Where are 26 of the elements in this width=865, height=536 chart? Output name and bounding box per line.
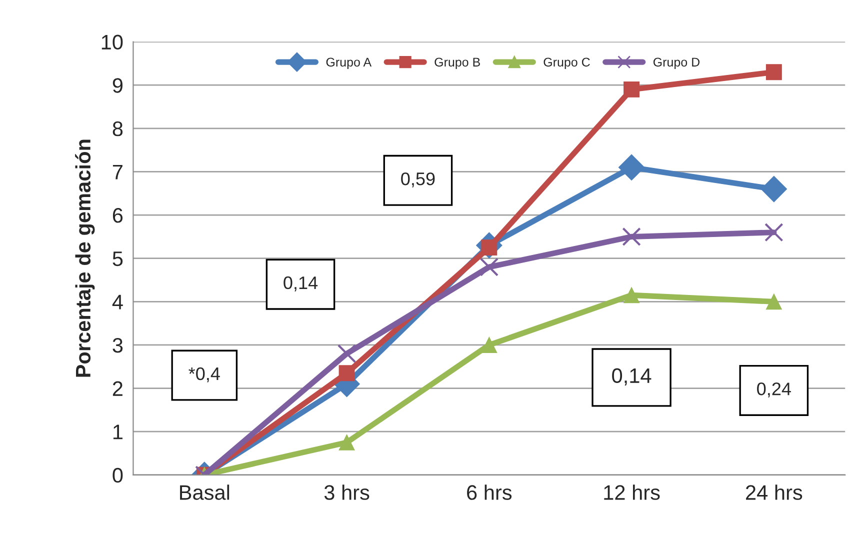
legend-label: Grupo B: [434, 58, 480, 70]
y-tick-label: 6: [112, 208, 123, 223]
x-tick-label: Basal: [180, 484, 230, 500]
x-tick-label: 6 hrs: [467, 484, 512, 500]
legend-label: Grupo D: [653, 58, 700, 70]
annotation: 0,59: [401, 172, 435, 188]
y-tick-label: 5: [112, 252, 123, 266]
x-tick-label: 12 hrs: [604, 484, 660, 500]
x-tick-label: 3 hrs: [324, 484, 370, 500]
annotation: 0,24: [757, 382, 791, 398]
y-tick-label: 8: [112, 121, 123, 136]
annotation: 0,14: [612, 368, 652, 386]
y-tick-label: 10: [102, 34, 123, 50]
x-tick-label: 24 hrs: [746, 484, 802, 500]
y-tick-label: 2: [112, 381, 122, 396]
annotation: 0,14: [284, 276, 318, 292]
y-tick-label: 7: [112, 164, 122, 180]
y-axis-title: Porcentaje de gemación: [75, 140, 95, 377]
legend-label: Grupo A: [326, 58, 372, 70]
y-tick-label: 4: [112, 294, 123, 310]
y-tick-label: 1: [113, 424, 122, 440]
annotation: *0,4: [188, 367, 220, 382]
y-tick-label: 9: [112, 78, 122, 93]
y-tick-label: 3: [112, 338, 123, 353]
y-tick-label: 0: [112, 468, 123, 483]
legend-label: Grupo C: [544, 58, 590, 70]
